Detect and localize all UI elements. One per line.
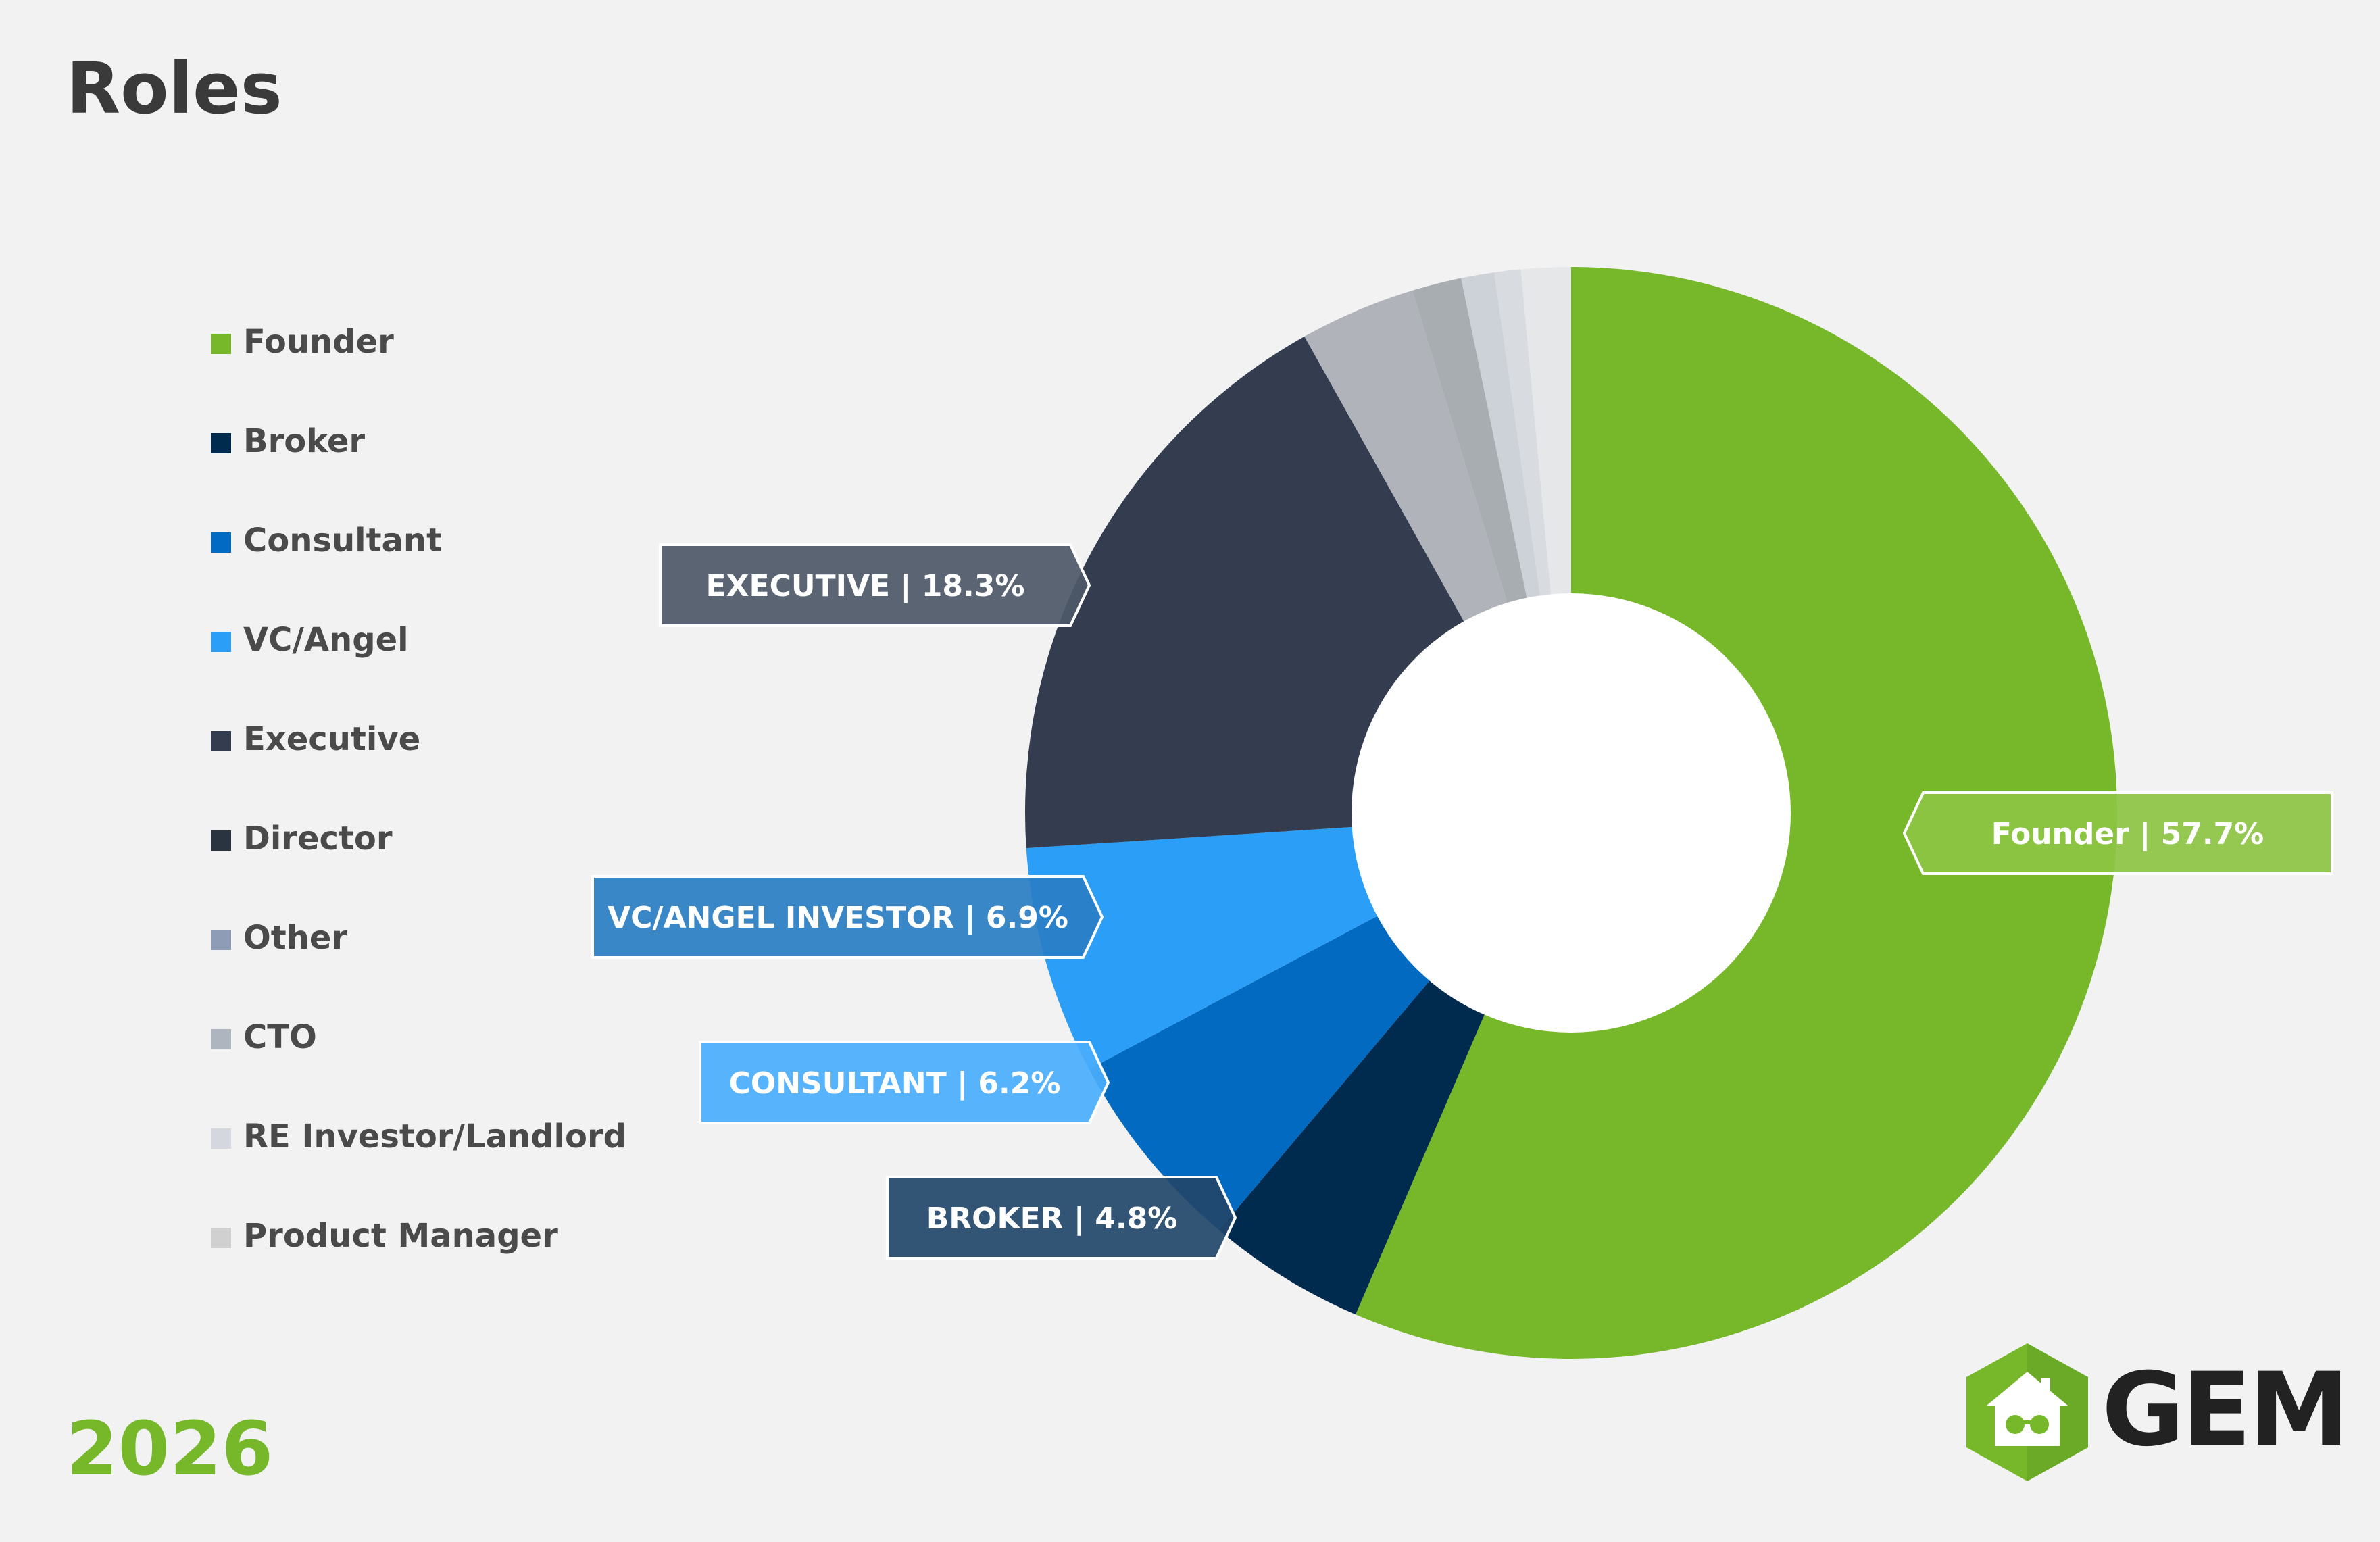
legend-swatch [211,532,231,553]
legend-label: VC/Angel [243,621,409,659]
legend-label: CTO [243,1018,317,1056]
legend-swatch [211,632,231,652]
callout-founder: Founder | 57.7% [1902,791,2333,875]
legend-label: Product Manager [243,1217,558,1255]
legend-swatch [211,930,231,950]
legend-label: Other [243,919,348,957]
legend-label: Founder [243,323,394,361]
callout-label: VC/ANGEL INVESTOR | 6.9% [608,901,1068,935]
callout-label: Founder | 57.7% [1991,817,2264,851]
callout-label: CONSULTANT | 6.2% [729,1066,1061,1101]
logo-text: GEM [2102,1351,2350,1469]
callout-label: EXECUTIVE | 18.3% [706,569,1025,603]
callout-consultant: CONSULTANT | 6.2% [699,1041,1110,1124]
chart-title: Roles [66,47,282,130]
legend-label: Executive [243,720,421,758]
legend-swatch [211,433,231,453]
legend-label: Consultant [243,522,443,559]
legend-swatch [211,731,231,751]
legend-label: Director [243,820,393,857]
house-glasses-icon [1966,1343,2088,1481]
year-label: 2026 [66,1406,274,1492]
callout-executive: EXECUTIVE | 18.3% [659,543,1091,627]
callout-broker: BROKER | 4.8% [886,1176,1237,1260]
callout-label: BROKER | 4.8% [926,1201,1178,1236]
legend-label: Broker [243,422,366,460]
legend-label: RE Investor/Landlord [243,1118,626,1155]
legend-swatch [211,334,231,354]
legend-swatch [211,1228,231,1248]
legend-swatch [211,1029,231,1049]
legend-swatch [211,1128,231,1149]
callouts: Founder | 57.7% EXECUTIVE | 18.3% VC/ANGEL… [591,543,2333,1260]
gem-logo: GEM [1960,1338,2350,1487]
callout-vc-angel: VC/ANGEL INVESTOR | 6.9% [591,875,1104,959]
donut-hole [1352,593,1791,1033]
legend-swatch [211,830,231,851]
